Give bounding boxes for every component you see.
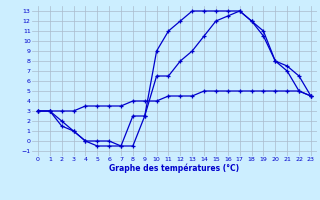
X-axis label: Graphe des températures (°C): Graphe des températures (°C) [109, 164, 239, 173]
